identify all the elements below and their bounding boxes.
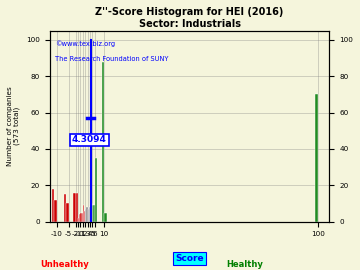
Bar <box>92 205 94 222</box>
Bar <box>66 204 68 222</box>
Bar <box>91 204 92 222</box>
Bar <box>82 212 83 222</box>
Bar <box>52 189 54 222</box>
Bar <box>95 158 97 222</box>
Bar <box>84 211 85 222</box>
Bar <box>104 212 107 222</box>
Text: Healthy: Healthy <box>226 260 263 269</box>
Bar <box>86 207 87 222</box>
Bar <box>83 205 84 222</box>
Text: The Research Foundation of SUNY: The Research Foundation of SUNY <box>55 56 169 62</box>
Bar <box>79 214 80 222</box>
Bar <box>315 94 318 222</box>
Bar <box>102 62 104 222</box>
Bar <box>54 200 57 222</box>
Bar <box>73 193 76 222</box>
X-axis label: Score: Score <box>175 254 204 263</box>
Bar <box>76 193 78 222</box>
Text: ©www.textbiz.org: ©www.textbiz.org <box>55 40 115 47</box>
Text: 4.3094: 4.3094 <box>72 135 107 144</box>
Y-axis label: Number of companies
(573 total): Number of companies (573 total) <box>7 86 21 166</box>
Bar <box>78 218 79 222</box>
Bar <box>94 205 95 222</box>
Bar <box>64 194 66 222</box>
Bar <box>90 204 91 222</box>
Bar <box>85 209 86 222</box>
Bar <box>87 209 89 222</box>
Bar <box>80 212 82 222</box>
Title: Z''-Score Histogram for HEI (2016)
Sector: Industrials: Z''-Score Histogram for HEI (2016) Secto… <box>95 7 284 29</box>
Bar <box>89 207 90 222</box>
Text: Unhealthy: Unhealthy <box>40 260 89 269</box>
